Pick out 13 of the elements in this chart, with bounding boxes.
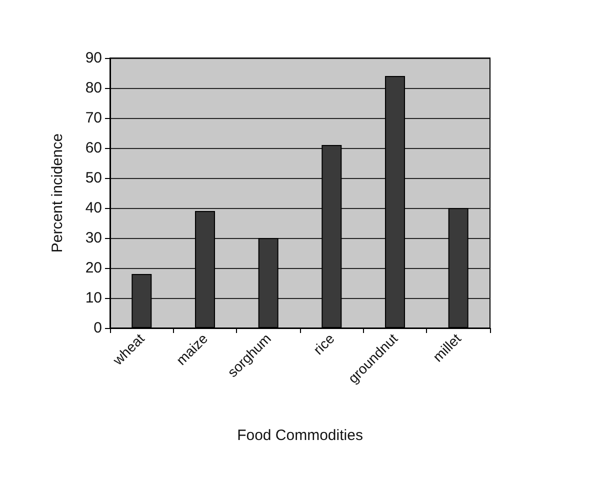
x-axis-title: Food Commodities <box>237 427 363 444</box>
y-tick-label: 60 <box>85 140 102 156</box>
y-axis-title: Percent incidence <box>49 133 66 253</box>
y-tick-label: 40 <box>85 200 102 216</box>
y-tick-label: 10 <box>85 290 102 306</box>
y-tick-label: 50 <box>85 170 102 186</box>
y-tick-label: 30 <box>85 230 102 246</box>
y-tick-label: 0 <box>94 320 102 336</box>
y-tick-label: 90 <box>85 50 102 66</box>
y-tick-label: 70 <box>85 110 102 126</box>
y-tick-label: 20 <box>85 260 102 276</box>
x-tick-label: rice <box>310 330 338 358</box>
y-tick-label: 80 <box>85 80 102 96</box>
